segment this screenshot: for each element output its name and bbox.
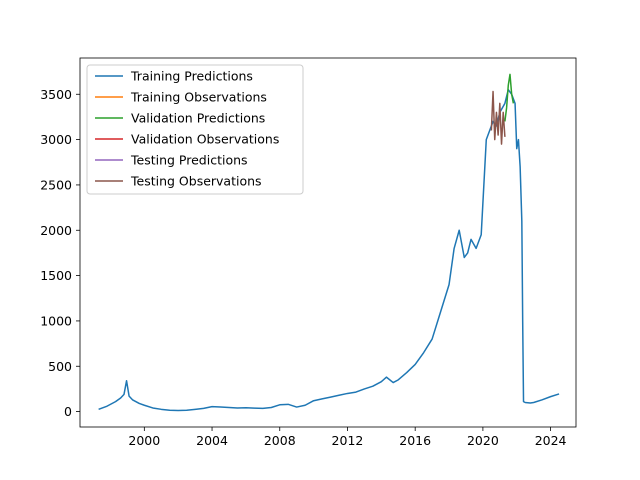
x-tick-label: 2008 xyxy=(264,433,296,448)
x-tick-label: 2016 xyxy=(399,433,431,448)
y-tick-label: 0 xyxy=(64,404,72,419)
y-tick-label: 1000 xyxy=(40,313,72,328)
y-tick-label: 3500 xyxy=(40,87,72,102)
y-tick-label: 2000 xyxy=(40,223,72,238)
y-tick-label: 2500 xyxy=(40,177,72,192)
legend: Training Predictions Training Observation… xyxy=(86,64,304,195)
plot-frame xyxy=(79,57,577,428)
axes-layer xyxy=(79,57,577,428)
series-line-testing-observations xyxy=(490,90,506,145)
series-layer xyxy=(98,73,560,412)
x-axis: 2000 2004 2008 2012 2016 2020 2024 xyxy=(128,427,567,448)
x-tick-label: 2020 xyxy=(467,433,499,448)
legend-label: Training Predictions xyxy=(130,69,253,84)
legend-label: Validation Observations xyxy=(131,132,279,147)
legend-label: Validation Predictions xyxy=(131,111,265,126)
legend-label: Testing Observations xyxy=(130,174,262,189)
y-tick-label: 1500 xyxy=(40,268,72,283)
x-tick-label: 2024 xyxy=(535,433,567,448)
x-tick-label: 2000 xyxy=(128,433,160,448)
y-axis: 0 500 1000 1500 2000 2500 3000 3500 xyxy=(40,87,80,419)
legend-box xyxy=(86,64,304,195)
x-tick-label: 2004 xyxy=(196,433,228,448)
y-tick-label: 3000 xyxy=(40,132,72,147)
legend-label: Training Observations xyxy=(130,90,267,105)
series-line-validation-predictions xyxy=(504,73,515,122)
series-line-training-predictions xyxy=(98,88,560,412)
x-tick-label: 2012 xyxy=(332,433,364,448)
legend-label: Testing Predictions xyxy=(130,153,248,168)
y-tick-label: 500 xyxy=(48,359,72,374)
